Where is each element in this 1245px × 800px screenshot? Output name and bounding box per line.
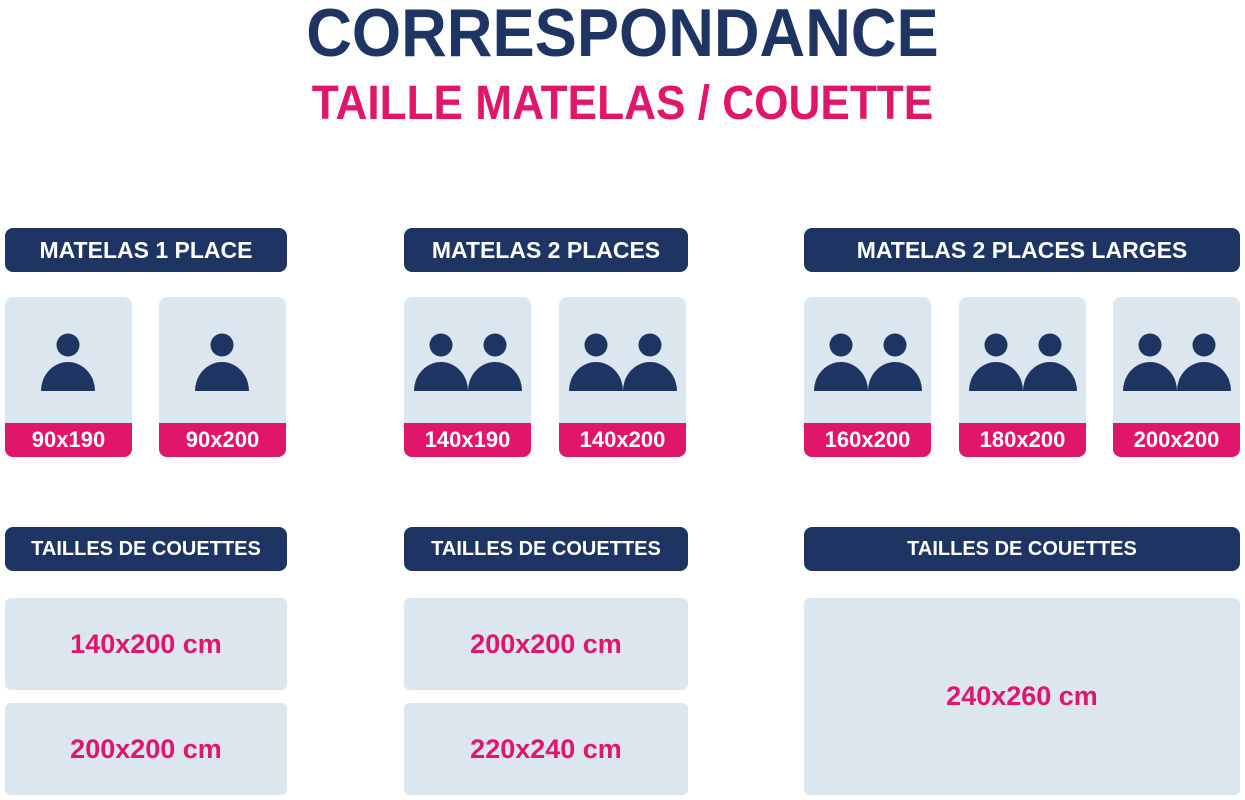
person-icon (1177, 333, 1231, 391)
mattress-card: 90x190 (5, 297, 132, 457)
mattress-card: 90x200 (159, 297, 286, 457)
person-icon (814, 333, 868, 391)
duvet-size: 220x240 cm (404, 703, 688, 795)
page-subtitle: TAILLE MATELAS / COUETTE (311, 77, 934, 130)
duvet-size: 200x200 cm (404, 598, 688, 690)
mattress-category-header: MATELAS 2 PLACES LARGES (804, 228, 1240, 272)
mattress-size-label: 160x200 (804, 423, 931, 457)
person-icon (868, 333, 922, 391)
person-icon (569, 333, 623, 391)
mattress-size-label: 200x200 (1113, 423, 1240, 457)
mattress-size-label: 180x200 (959, 423, 1086, 457)
duvet-size: 140x200 cm (5, 598, 287, 690)
mattress-card: 140x190 (404, 297, 531, 457)
person-icon (969, 333, 1023, 391)
person-icon (195, 333, 249, 391)
mattress-card: 160x200 (804, 297, 931, 457)
mattress-category-header: MATELAS 2 PLACES (404, 228, 688, 272)
person-icon (1123, 333, 1177, 391)
duvet-sizes-header: TAILLES DE COUETTES (5, 527, 287, 571)
mattress-size-label: 140x190 (404, 423, 531, 457)
duvet-sizes-header: TAILLES DE COUETTES (404, 527, 688, 571)
mattress-size-label: 90x190 (5, 423, 132, 457)
person-icon (414, 333, 468, 391)
mattress-card: 140x200 (559, 297, 686, 457)
mattress-category-header: MATELAS 1 PLACE (5, 228, 287, 272)
duvet-size: 240x260 cm (804, 598, 1240, 795)
person-icon (1023, 333, 1077, 391)
mattress-card: 200x200 (1113, 297, 1240, 457)
duvet-size: 200x200 cm (5, 703, 287, 795)
mattress-size-label: 90x200 (159, 423, 286, 457)
duvet-sizes-header: TAILLES DE COUETTES (804, 527, 1240, 571)
page-title: CORRESPONDANCE (306, 0, 939, 71)
person-icon (468, 333, 522, 391)
mattress-size-label: 140x200 (559, 423, 686, 457)
mattress-card: 180x200 (959, 297, 1086, 457)
person-icon (41, 333, 95, 391)
person-icon (623, 333, 677, 391)
